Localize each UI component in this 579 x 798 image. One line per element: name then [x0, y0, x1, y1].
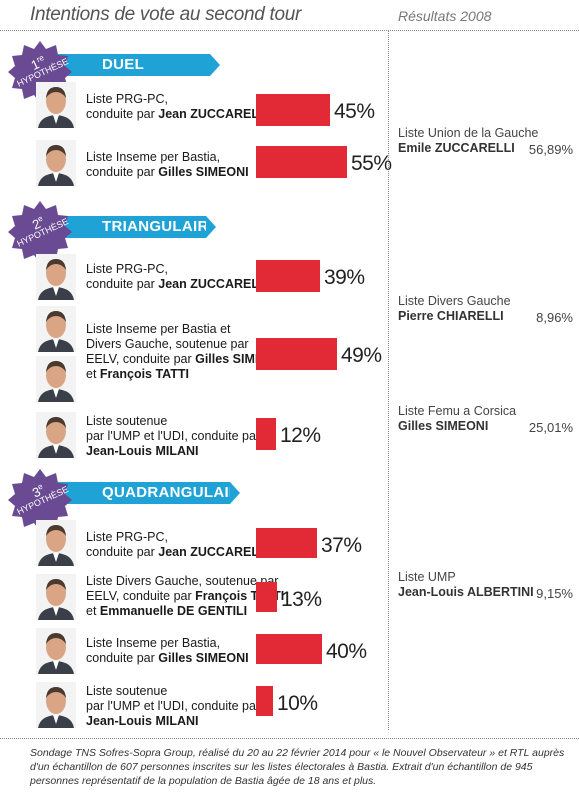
row-label-0: Liste PRG-PC, conduite par Jean ZUCCARELL… [86, 92, 271, 121]
bar-0 [256, 94, 330, 126]
bar-label-2: 39% [324, 266, 365, 289]
bar-3 [256, 338, 337, 370]
result-2008-3: Liste UMP Jean-Louis ALBERTINI [398, 570, 534, 599]
section-triangulaire: TRIANGULAIRE [58, 216, 219, 238]
section-triangulaire-label: TRIANGULAIRE [102, 218, 219, 235]
portrait-zuccarelli-icon [36, 82, 76, 128]
row-label-7: Liste Inseme per Bastia, conduite par Gil… [86, 636, 249, 665]
row-label-5: Liste PRG-PC, conduite par Jean ZUCCARELL… [86, 530, 271, 559]
results-title: Résultats 2008 [398, 8, 492, 24]
column-divider [388, 30, 389, 730]
bar-6 [256, 582, 277, 612]
bar-7 [256, 634, 322, 664]
bar-label-5: 37% [321, 534, 362, 557]
bar-label-7: 40% [326, 640, 367, 663]
row-label-2: Liste PRG-PC, conduite par Jean ZUCCARELL… [86, 262, 271, 291]
row-label-3: Liste Inseme per Bastia et Divers Gauche,… [86, 322, 286, 381]
portrait-simeoni-icon [36, 306, 76, 352]
portrait-zuccarelli-icon [36, 520, 76, 566]
portrait-milani-icon [36, 412, 76, 458]
section-duel-label: DUEL [102, 56, 145, 73]
portrait-tatti-icon [36, 356, 76, 402]
result-2008-0-value: 56,89% [528, 142, 573, 157]
section-duel: DUEL [58, 54, 220, 76]
result-2008-1: Liste Divers Gauche Pierre CHIARELLI [398, 294, 511, 323]
section-quadrangulaire: QUADRANGULAIRE [58, 482, 250, 504]
row-label-8: Liste soutenue par l'UMP et l'UDI, condui… [86, 684, 261, 728]
header-divider [0, 30, 579, 31]
portrait-milani-icon [36, 682, 76, 728]
bar-label-0: 45% [334, 100, 375, 123]
hypothesis-badge-3: 3e HYPOTHÈSE [8, 468, 72, 532]
bar-label-1: 55% [351, 152, 392, 175]
chart-title: Intentions de vote au second tour [30, 4, 302, 25]
portrait-zuccarelli-icon [36, 254, 76, 300]
result-2008-0: Liste Union de la Gauche Emile ZUCCARELLI [398, 126, 539, 155]
bar-label-3: 49% [341, 344, 382, 367]
bar-8 [256, 686, 273, 716]
footer-divider [0, 738, 579, 739]
bar-4 [256, 418, 276, 450]
portrait-simeoni-icon [36, 140, 76, 186]
bar-2 [256, 260, 320, 292]
result-2008-2: Liste Femu a Corsica Gilles SIMEONI [398, 404, 517, 433]
bar-label-8: 10% [277, 692, 318, 715]
row-label-1: Liste Inseme per Bastia, conduite par Gil… [86, 150, 249, 179]
bar-label-4: 12% [280, 424, 321, 447]
portrait-simeoni-icon [36, 628, 76, 674]
hypothesis-badge-2: 2e HYPOTHÈSE [8, 200, 72, 264]
row-label-4: Liste soutenue par l'UMP et l'UDI, condui… [86, 414, 261, 458]
bar-5 [256, 528, 317, 558]
footnote: Sondage TNS Sofres-Sopra Group, réalisé … [30, 747, 565, 787]
result-2008-2-value: 25,01% [528, 420, 573, 435]
bar-label-6: 13% [281, 588, 322, 611]
row-label-6: Liste Divers Gauche, soutenue par EELV, c… [86, 574, 285, 618]
section-quadrangulaire-label: QUADRANGULAIRE [102, 484, 251, 501]
result-2008-1-value: 8,96% [536, 310, 573, 325]
bar-1 [256, 146, 347, 178]
result-2008-3-value: 9,15% [536, 586, 573, 601]
portrait-tatti-icon [36, 574, 76, 620]
